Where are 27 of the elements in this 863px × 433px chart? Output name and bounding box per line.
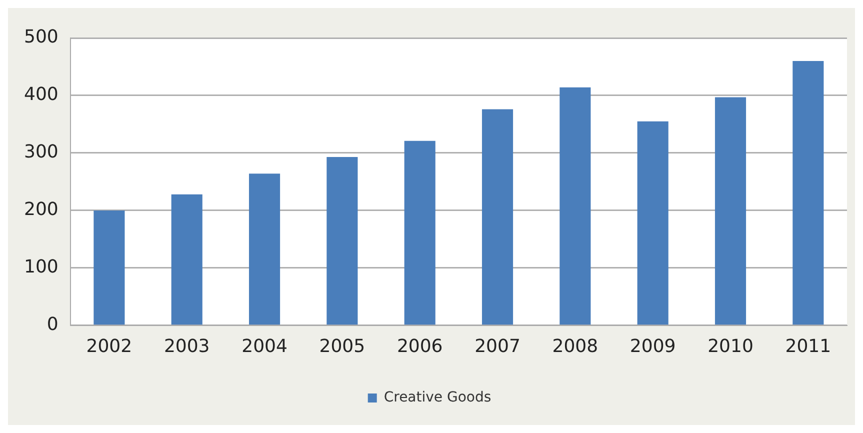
x-tick-label: 2009 xyxy=(630,336,676,357)
x-tick-label: 2002 xyxy=(86,336,132,357)
bar xyxy=(171,194,202,325)
bar xyxy=(248,174,280,325)
x-tick-label: 2008 xyxy=(552,336,598,357)
bar xyxy=(714,97,746,325)
x-tick-label: 2003 xyxy=(164,336,210,357)
bar xyxy=(404,140,436,325)
y-tick-label: 400 xyxy=(24,84,58,106)
bar xyxy=(326,156,358,325)
bar xyxy=(637,121,668,325)
x-tick-label: 2004 xyxy=(242,336,288,357)
y-tick-label: 300 xyxy=(24,142,58,163)
bar xyxy=(560,87,591,325)
y-tick-label: 0 xyxy=(46,314,58,336)
x-tick-label: 2010 xyxy=(708,336,754,357)
x-tick-label: 2006 xyxy=(396,336,443,357)
bar xyxy=(792,60,824,325)
x-tick-label: 2011 xyxy=(785,336,832,357)
x-tick-label: 2007 xyxy=(474,336,520,357)
bar xyxy=(94,210,125,325)
y-tick-label: 500 xyxy=(24,26,58,48)
x-tick-label: 2005 xyxy=(319,336,366,357)
y-tick-label: 100 xyxy=(24,256,58,278)
bar xyxy=(482,109,514,325)
legend-label: Creative Goods xyxy=(384,390,492,406)
y-tick-label: 200 xyxy=(24,199,58,220)
